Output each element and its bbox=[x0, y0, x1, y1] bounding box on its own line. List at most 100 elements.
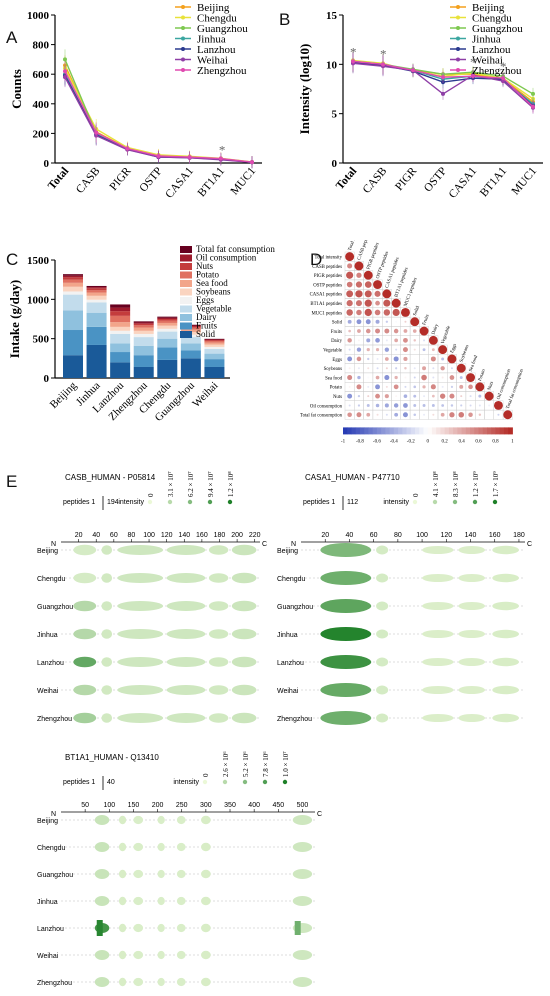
coverage-blob bbox=[166, 545, 206, 555]
corr-circle bbox=[366, 412, 371, 417]
stack-segment bbox=[133, 366, 154, 378]
city-label: Lanzhou bbox=[277, 660, 304, 667]
coverage-blob bbox=[492, 629, 519, 639]
corr-circle bbox=[347, 263, 353, 269]
corr-circle bbox=[384, 375, 390, 381]
colorbar-segment bbox=[385, 427, 391, 435]
legend-label: Jinhua bbox=[472, 34, 501, 46]
intensity-legend-label: 9.4 × 10⁷ bbox=[207, 471, 215, 497]
coverage-blob bbox=[376, 601, 389, 611]
corr-circle bbox=[466, 373, 476, 383]
coverage-blob bbox=[117, 657, 164, 667]
corr-circle bbox=[403, 329, 408, 333]
stack-segment bbox=[133, 321, 154, 323]
legend-label: Nuts bbox=[196, 261, 214, 271]
coverage-blob bbox=[73, 544, 97, 556]
x-tick-label: MUC1 bbox=[510, 165, 540, 197]
axis-tick-label: 180 bbox=[513, 532, 525, 539]
corr-circle bbox=[375, 300, 380, 306]
y-tick-label: 800 bbox=[33, 40, 50, 52]
intensity-swatch bbox=[242, 779, 248, 785]
city-label: Guangzhou bbox=[277, 604, 313, 611]
stack-segment bbox=[204, 366, 225, 378]
stack-segment bbox=[133, 323, 154, 326]
corr-circle bbox=[447, 354, 457, 364]
coverage-blob bbox=[320, 571, 372, 585]
row-label: CASB peptides bbox=[312, 265, 342, 270]
y-tick-label: 0 bbox=[44, 373, 50, 385]
corr-circle bbox=[404, 367, 407, 370]
stack-segment bbox=[157, 322, 178, 326]
x-tick-label: MUC1 bbox=[229, 165, 259, 197]
corr-circle bbox=[347, 356, 353, 362]
n-terminus: N bbox=[51, 541, 56, 548]
axis-tick-label: 60 bbox=[370, 532, 378, 539]
corr-circle bbox=[376, 413, 379, 416]
coverage-blob bbox=[166, 601, 206, 611]
corr-circle bbox=[450, 404, 454, 407]
stack-segment bbox=[157, 317, 178, 319]
c-terminus: C bbox=[317, 811, 322, 818]
corr-circle bbox=[385, 413, 388, 416]
coverage-blob bbox=[133, 869, 144, 879]
coverage-blob bbox=[94, 869, 110, 879]
corr-circle bbox=[413, 394, 417, 398]
col-label: MUC1 peptides bbox=[404, 277, 419, 308]
y-axis-title: Intensity (log10) bbox=[297, 44, 312, 135]
corr-circle bbox=[383, 309, 391, 316]
stack-segment bbox=[133, 355, 154, 367]
legend-swatch bbox=[180, 280, 192, 287]
panel-e: E CASB_HUMAN - P05814 peptides 1 194 intens… bbox=[0, 460, 550, 991]
corr-circle bbox=[393, 403, 399, 408]
corr-circle bbox=[423, 413, 426, 416]
legend-marker bbox=[181, 5, 185, 9]
axis-tick-label: 250 bbox=[176, 802, 188, 809]
corr-circle bbox=[346, 309, 353, 316]
coverage-blob bbox=[422, 686, 454, 694]
row-label: Potato bbox=[330, 386, 343, 391]
corr-circle bbox=[348, 385, 351, 388]
legend-label: Jinhua bbox=[197, 34, 226, 46]
corr-circle bbox=[440, 366, 445, 371]
x-tick-label: PIGR bbox=[108, 165, 134, 193]
coverage-blob bbox=[458, 714, 486, 722]
corr-circle bbox=[423, 395, 426, 398]
y-tick-label: 10 bbox=[326, 59, 338, 71]
coverage-blob bbox=[376, 657, 389, 667]
coverage-blob bbox=[176, 977, 186, 987]
corr-circle bbox=[422, 348, 426, 352]
corr-circle bbox=[347, 412, 352, 418]
coverage-blob bbox=[201, 815, 211, 825]
coverage-blob bbox=[94, 950, 110, 960]
corr-circle bbox=[384, 328, 390, 334]
legend-label: Eggs bbox=[196, 295, 214, 305]
corr-circle bbox=[394, 338, 399, 343]
stack-segment bbox=[110, 326, 131, 331]
corr-circle bbox=[497, 413, 500, 416]
corr-circle bbox=[375, 328, 381, 334]
legend-label: Sea food bbox=[196, 278, 228, 288]
corr-circle bbox=[413, 339, 416, 342]
legend-label: Beijing bbox=[472, 2, 505, 14]
coverage-blob bbox=[458, 574, 486, 582]
corr-circle bbox=[375, 393, 380, 399]
corr-circle bbox=[366, 348, 370, 352]
stack-segment bbox=[110, 352, 131, 363]
corr-circle bbox=[376, 367, 379, 370]
corr-circle bbox=[356, 356, 362, 362]
colorbar-tick-label: 0.2 bbox=[442, 439, 449, 444]
stack-segment bbox=[157, 328, 178, 332]
intensity-legend-label: 3.1 × 10⁷ bbox=[167, 471, 175, 497]
peptides-label: peptides 1 bbox=[303, 499, 335, 506]
corr-circle bbox=[459, 384, 464, 389]
coverage-blob bbox=[117, 573, 164, 583]
coverage-blob bbox=[376, 545, 389, 555]
x-tick-label: Beijing bbox=[48, 379, 80, 411]
stack-segment bbox=[110, 304, 131, 308]
col-label: Eggs bbox=[450, 343, 458, 354]
corr-circle bbox=[440, 412, 445, 417]
corr-circle bbox=[375, 319, 380, 324]
stack-segment bbox=[63, 282, 83, 287]
corr-circle bbox=[385, 320, 389, 323]
x-tick-label: Weihai bbox=[190, 380, 220, 410]
